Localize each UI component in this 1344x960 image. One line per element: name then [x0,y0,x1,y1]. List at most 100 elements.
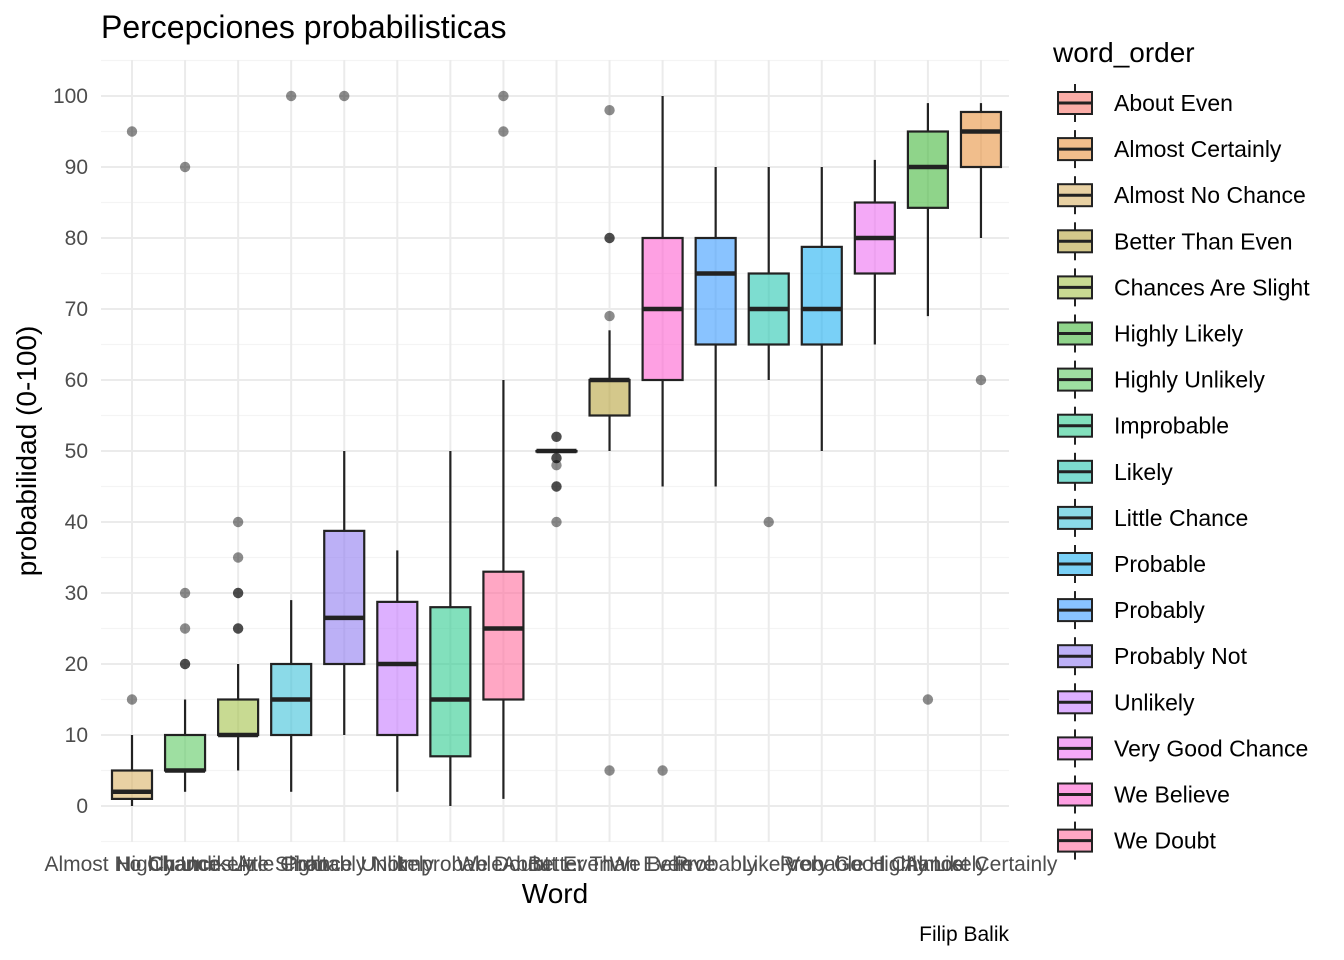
outlier-point [551,452,562,464]
box-improbable [429,451,472,806]
box-body [588,378,631,417]
legend-item: Chances Are Slight [1057,268,1310,307]
x-tick-label: Highly Unlikely [116,853,254,876]
outlier-point [232,516,244,528]
outlier-point [975,374,987,386]
chart-title: Percepciones probabilisticas [101,9,507,45]
x-tick-label: Likely [742,853,796,876]
x-tick-label: We Believe [610,853,716,876]
outlier-point [604,765,615,776]
legend-label: Very Good Chance [1114,735,1308,761]
legend-item: Almost Certainly [1057,130,1282,169]
x-tick-label: Better Than Even [528,853,691,876]
outlier-point [551,431,562,442]
caption: Filip Balik [919,923,1009,946]
outlier-point [763,516,774,528]
legend-item: Very Good Chance [1057,729,1308,768]
box-chances-are-slight [217,516,260,771]
outlier-point [126,126,138,137]
box-almost-no-chance [110,126,154,806]
legend-item: About Even [1057,84,1233,122]
legend-label: Highly Likely [1114,321,1244,347]
y-tick-label: 30 [65,582,88,605]
x-tick-label: Unlikely [361,853,435,876]
legend-title: word_order [1052,37,1195,68]
box-probably-not [323,90,366,735]
outlier-point [922,694,934,705]
box-body [110,769,154,800]
legend-item: Probable [1057,545,1206,583]
legend-label: About Even [1114,90,1233,116]
box-unlikely [376,550,419,792]
legend-item: Better Than Even [1057,222,1293,261]
box-body [323,529,366,666]
box-likely [747,167,790,528]
legend-item: Almost No Chance [1057,176,1306,215]
legend-label: Probable [1114,551,1206,577]
outlier-point [339,90,350,102]
legend-item: Probably Not [1057,637,1248,676]
box-probably [694,167,737,487]
box-body [163,733,207,772]
box-very-good-chance [853,159,896,345]
y-tick-label: 0 [76,795,88,818]
box-body [482,570,525,701]
outlier-point [498,90,509,102]
outlier-point [179,587,191,599]
outlier-point [232,623,244,634]
outlier-point [232,587,244,599]
legend-label: We Doubt [1114,828,1216,854]
y-tick-label: 70 [65,298,88,321]
x-tick-label: We Doubt [457,853,550,876]
box-body [906,130,950,209]
legend-item: Improbable [1057,406,1229,445]
outlier-point [551,452,562,464]
x-tick-label: Almost No Chance [44,853,219,876]
x-tick-label: Probably Not [284,853,406,876]
outlier-point [604,105,615,116]
box-better-than-even [588,105,631,776]
legend-label: Improbable [1114,413,1229,439]
outlier-point [551,481,562,492]
outlier-point [232,587,244,599]
legend-label: Highly Unlikely [1114,367,1265,393]
x-tick-label: Little Chance [230,853,353,876]
y-tick-label: 20 [65,653,88,676]
legend-label: Chances Are Slight [1114,274,1310,300]
box-body [959,110,1003,169]
outlier-point [604,232,615,244]
y-axis-title: probabilidad (0-100) [11,326,42,577]
box-body [217,698,260,737]
x-tick-label: About Even [502,853,611,876]
box-body [376,600,419,737]
legend-label: We Believe [1114,782,1230,808]
x-tick-label: Chances Are Slight [149,853,328,876]
box-we-doubt [482,90,525,799]
legend-label: Probably Not [1114,643,1248,669]
x-tick-label: Very Good Chance [786,853,963,876]
box-almost-certainly [959,103,1003,386]
legend-label: Almost No Chance [1114,182,1306,208]
legend-item: Little Chance [1057,498,1248,537]
outlier-point [285,90,297,102]
legend-item: Highly Likely [1057,314,1244,353]
legend-item: We Doubt [1057,821,1216,860]
x-tick-label: Highly Likely [869,853,987,876]
outlier-point [551,516,562,528]
outlier-point [498,126,509,137]
y-tick-label: 90 [65,156,88,179]
x-axis-title: Word [522,878,588,909]
y-tick-label: 60 [65,369,88,392]
y-tick-label: 100 [53,85,88,108]
legend: word_order About Even Almost Certainly Alm… [1052,37,1310,860]
outlier-point [126,694,138,705]
box-little-chance [270,90,313,792]
box-probable [800,167,843,451]
outlier-point [551,431,562,442]
legend-item: We Believe [1057,775,1230,814]
y-tick-label: 80 [65,227,88,250]
outlier-point [179,658,191,670]
legend-label: Better Than Even [1114,228,1293,254]
